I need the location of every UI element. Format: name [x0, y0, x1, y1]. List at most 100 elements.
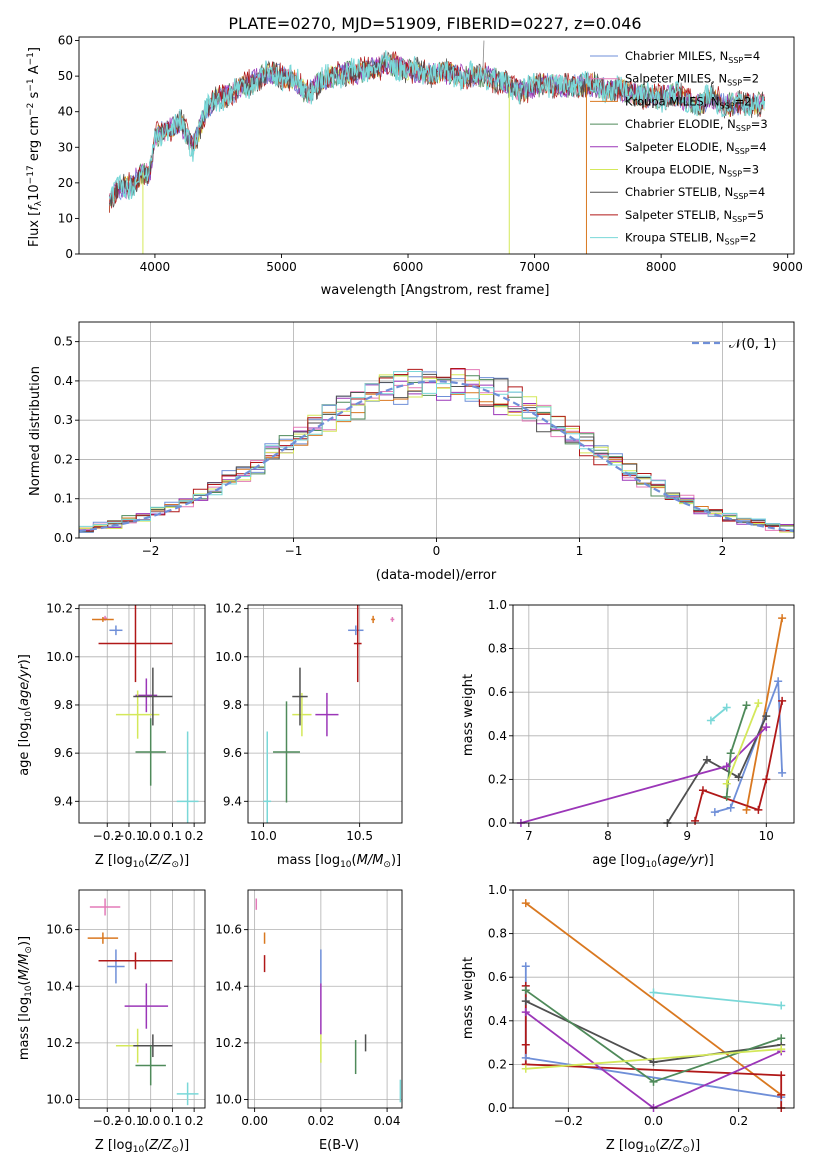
- mass-vs-Z-ytick-label: 10.4: [46, 979, 73, 993]
- mass-vs-ebv-ytick-label: 10.6: [215, 923, 242, 937]
- age-vs-Z-frame: [78, 604, 206, 824]
- residuals-xtick-label: −2: [142, 544, 160, 558]
- weight-vs-age-marker-kroupa-stelib: [706, 716, 715, 725]
- weight-vs-age-ytick-label: 1.0: [488, 598, 507, 612]
- mass-vs-Z-panel: −0.2−0.10.0 0.1 0.2 10.0 10.2 10.4 10.6: [46, 889, 206, 1128]
- age-vs-Z-ytick-label: 9.4: [54, 794, 73, 808]
- mass-vs-ebv-ytick-label: 10.2: [215, 1036, 242, 1050]
- weight-vs-Z-marker-chabrier-elodie: [521, 986, 530, 995]
- weight-vs-Z-ylabel: mass weight: [461, 957, 476, 1039]
- histogram-salpeter-stelib: [79, 368, 794, 538]
- legend-label: Salpeter MILES, NSSP=2: [625, 72, 759, 88]
- weight-vs-Z-marker-chabrier-miles: [521, 962, 530, 971]
- residuals-ytick-label: 0.1: [54, 492, 73, 506]
- age-vs-Z-panel: −0.2−0.10.0 0.1 0.2 9.4 9.6 9.8 10.0 10.2: [46, 602, 206, 843]
- weight-vs-age-marker-salpeter-stelib: [691, 816, 700, 825]
- legend-label: Kroupa ELODIE, NSSP=3: [625, 163, 759, 179]
- weight-vs-age-marker-chabrier-elodie: [722, 792, 731, 801]
- weight-vs-Z-marker-kroupa-stelib: [649, 988, 658, 997]
- residuals-ylabel: Normed distribution: [28, 366, 43, 496]
- weight-vs-age-marker-chabrier-miles: [778, 768, 787, 777]
- mass-vs-Z-plot: [87, 898, 199, 1106]
- weight-vs-age-panel: 7 8 9 10 0.0 0.2 0.4 0.6 0.8 1.0: [488, 598, 795, 843]
- residuals-plot: [79, 368, 794, 538]
- weight-vs-Z-marker-chabrier-elodie: [777, 1034, 786, 1043]
- weight-vs-age-line-chabrier-stelib: [666, 715, 768, 823]
- weight-vs-age-marker-chabrier-miles: [726, 803, 735, 812]
- weight-vs-Z-ytick-label: 0.6: [488, 970, 507, 984]
- weight-vs-age-xtick-label: 9: [683, 829, 691, 843]
- weight-vs-Z-line-salpeter-elodie: [525, 1011, 782, 1108]
- spectrum-ytick-label: 60: [58, 34, 73, 48]
- mass-vs-Z-xtick-label: 0.2: [185, 1114, 204, 1128]
- weight-vs-Z-marker-chabrier-stelib: [649, 1058, 658, 1067]
- residuals-xlabel: (data-model)/error: [376, 568, 497, 583]
- mass-vs-ebv-plot: [255, 898, 402, 1103]
- legend-label: Chabrier STELIB, NSSP=4: [625, 185, 765, 201]
- weight-vs-age-line-kroupa-elodie: [725, 702, 760, 785]
- weight-vs-age-ytick-label: 0.0: [488, 816, 507, 830]
- weight-vs-age-marker-chabrier-elodie: [726, 749, 735, 758]
- weight-vs-Z-ytick-label: 0.8: [488, 927, 507, 941]
- weight-vs-age-marker-kroupa-stelib: [722, 703, 731, 712]
- legend-label: Chabrier ELODIE, NSSP=3: [625, 117, 768, 133]
- weight-vs-age-marker-chabrier-stelib: [734, 773, 743, 782]
- weight-vs-age-marker-salpeter-stelib: [754, 805, 763, 814]
- mass-vs-Z-ytick-label: 10.2: [46, 1036, 73, 1050]
- histogram-kroupa-stelib: [79, 371, 794, 538]
- residuals-xtick-label: 2: [719, 544, 727, 558]
- mass-vs-Z-xtick-label: −0.1: [114, 1114, 143, 1128]
- residuals-ytick-label: 0.2: [54, 452, 73, 466]
- spectrum-xtick-label: 9000: [772, 260, 803, 274]
- mass-vs-Z-ytick-label: 10.0: [46, 1093, 73, 1107]
- age-vs-mass-grid: [248, 605, 402, 823]
- weight-vs-Z-marker-kroupa-miles: [521, 899, 530, 908]
- residuals-ytick-label: 0.0: [54, 531, 73, 545]
- weight-vs-age-marker-salpeter-stelib: [762, 775, 771, 784]
- age-vs-Z-ytick-label: 9.6: [54, 746, 73, 760]
- weight-vs-age-xtick-label: 8: [604, 829, 612, 843]
- weight-vs-Z-marker-salpeter-elodie: [521, 1008, 530, 1017]
- weight-vs-Z-marker-salpeter-stelib: [777, 1090, 786, 1099]
- weight-vs-age-plot: [520, 617, 783, 823]
- age-vs-mass-xtick-label: 10.5: [346, 829, 373, 843]
- spectrum-ytick-label: 0: [65, 247, 73, 261]
- age-vs-Z-ytick-label: 10.0: [46, 650, 73, 664]
- reference-normal-curve: [79, 380, 794, 533]
- residuals-xtick-label: 0: [433, 544, 441, 558]
- spectrum-xtick-label: 6000: [393, 260, 424, 274]
- age-vs-mass-ytick-label: 9.6: [223, 746, 242, 760]
- residuals-xtick-label: −1: [285, 544, 303, 558]
- age-vs-mass-ytick-label: 9.8: [223, 698, 242, 712]
- residuals-xtick-label: 1: [576, 544, 584, 558]
- weight-vs-age-xtick-label: 10: [759, 829, 774, 843]
- weight-vs-Z-marker-salpeter-stelib: [521, 1040, 530, 1049]
- weight-vs-age-marker-kroupa-miles: [778, 614, 787, 623]
- mass-vs-ebv-xlabel: E(B-V): [319, 1138, 359, 1153]
- weight-vs-age-marker-chabrier-miles: [774, 677, 783, 686]
- age-vs-mass-xtick-label: 10.0: [250, 829, 277, 843]
- weight-vs-age-line-kroupa-stelib: [710, 706, 728, 722]
- residuals-frame: [78, 321, 795, 539]
- residuals-legend-label: 𝒩(0, 1): [729, 337, 776, 352]
- weight-vs-Z-xtick-label: 0.0: [644, 1114, 663, 1128]
- weight-vs-Z-marker-kroupa-elodie: [777, 1045, 786, 1054]
- spectrum-ytick-label: 10: [58, 211, 73, 225]
- weight-vs-age-marker-chabrier-miles: [710, 808, 719, 817]
- spectrum-ytick-label: 40: [58, 105, 73, 119]
- mass-vs-ebv-xtick-label: 0.00: [241, 1114, 268, 1128]
- age-vs-mass-panel: 10.0 10.5 9.4 9.6 9.8 10.0 10.2: [215, 602, 403, 843]
- age-vs-mass-frame: [247, 604, 403, 824]
- age-vs-Z-xtick-label: −0.2: [93, 829, 122, 843]
- spectrum-xtick-label: 8000: [646, 260, 677, 274]
- weight-vs-Z-ytick-label: 0.4: [488, 1014, 507, 1028]
- weight-vs-age-line-kroupa-miles: [745, 617, 783, 811]
- residuals-ytick-label: 0.4: [54, 374, 73, 388]
- age-vs-Z-plot: [92, 605, 199, 823]
- age-vs-mass-xlabel: mass [log10(M/M⊙)]: [277, 853, 401, 870]
- weight-vs-Z-xtick-label: −0.2: [554, 1114, 583, 1128]
- age-vs-Z-xlabel: Z [log10(Z/Z⊙)]: [95, 853, 189, 870]
- weight-vs-age-xtick-label: 7: [525, 829, 533, 843]
- weight-vs-Z-marker-chabrier-stelib: [521, 997, 530, 1006]
- spectrum-ytick-label: 30: [58, 140, 73, 154]
